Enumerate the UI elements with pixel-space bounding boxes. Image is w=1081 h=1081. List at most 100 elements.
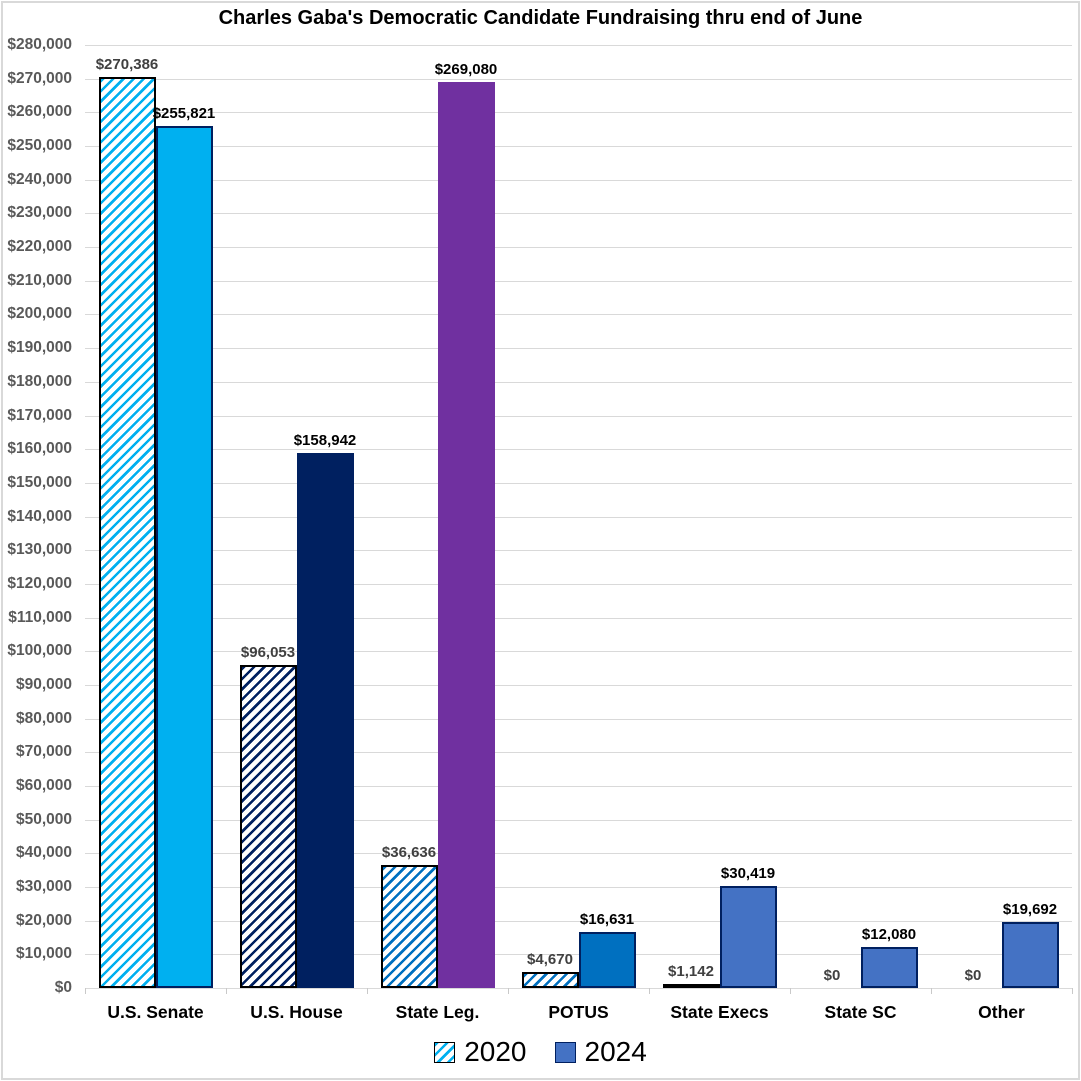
y-axis-tick-label: $230,000 — [7, 204, 72, 222]
bar-value-label: $0 — [823, 967, 841, 984]
x-axis-label-u-s-senate: U.S. Senate — [107, 1002, 204, 1022]
gridline — [85, 280, 1072, 282]
bar-value-label: $0 — [964, 967, 982, 984]
y-axis-tick-label: $20,000 — [15, 911, 72, 929]
gridline — [85, 583, 1072, 585]
bar-2024-u-s-house — [296, 452, 354, 988]
legend-item-2020: 2020 — [434, 1036, 527, 1068]
gridline — [85, 247, 1072, 249]
gridline — [85, 516, 1072, 518]
bar-2020-state-leg- — [380, 864, 438, 988]
bar-value-label: $16,631 — [579, 911, 635, 928]
x-axis-label-potus: POTUS — [548, 1002, 609, 1022]
y-axis-tick-label: $50,000 — [15, 810, 72, 828]
bar-value-label: $12,080 — [861, 926, 917, 944]
bar-value-label: $4,670 — [527, 951, 573, 969]
x-axis-tick — [85, 988, 86, 994]
gridline — [85, 550, 1072, 552]
bar-2024-state-execs — [719, 885, 777, 988]
gridline — [85, 314, 1072, 316]
x-axis-label-state-sc: State SC — [824, 1002, 897, 1022]
gridline — [85, 179, 1072, 181]
bar-value-label: $19,692 — [1002, 900, 1058, 918]
bar-2020-state-execs — [662, 984, 720, 989]
gridline — [85, 684, 1072, 686]
y-axis-tick-label: $280,000 — [7, 36, 72, 53]
legend-2020-swatch-icon — [434, 1041, 456, 1063]
bar-2024-potus — [578, 932, 636, 988]
y-axis-tick-label: $110,000 — [8, 608, 72, 626]
y-axis-tick-label: $160,000 — [7, 440, 72, 458]
x-axis-label-other: Other — [978, 1002, 1025, 1022]
gridline — [85, 988, 1072, 989]
bar-2024-other — [1001, 921, 1059, 988]
bar-2024-state-leg- — [437, 81, 495, 988]
legend-label-2020: 2020 — [464, 1036, 527, 1067]
gridline — [85, 651, 1072, 653]
y-axis-tick-label: $60,000 — [15, 776, 72, 794]
y-axis-tick-label: $180,000 — [7, 372, 72, 390]
bar-value-label: $270,386 — [95, 56, 159, 74]
x-axis-label-state-leg-: State Leg. — [395, 1002, 480, 1022]
gridline — [85, 819, 1072, 821]
y-axis-tick-label: $130,000 — [7, 541, 72, 559]
legend-label-2024: 2024 — [584, 1036, 647, 1067]
x-axis-tick — [508, 988, 509, 994]
bar-2020-u-s-house — [239, 664, 297, 988]
gridline — [85, 718, 1072, 720]
y-axis-tick-label: $270,000 — [7, 69, 72, 87]
y-axis-tick-label: $30,000 — [15, 878, 72, 895]
gridline — [85, 482, 1072, 484]
y-axis-tick-label: $70,000 — [15, 743, 72, 761]
y-axis-tick-label: $100,000 — [7, 642, 72, 660]
y-axis-tick-label: $210,000 — [7, 271, 72, 289]
gridline — [85, 853, 1072, 855]
bar-2020-u-s-senate — [98, 77, 156, 988]
y-axis-tick-label: $200,000 — [7, 305, 72, 323]
x-axis-tick — [931, 988, 932, 994]
x-axis-tick — [790, 988, 791, 994]
gridline — [85, 415, 1072, 417]
legend-2024-swatch-icon — [554, 1041, 576, 1063]
gridline — [85, 78, 1072, 80]
gridline — [85, 348, 1072, 350]
x-axis-tick — [1072, 988, 1073, 994]
legend-item-2024: 2024 — [554, 1036, 647, 1068]
bar-value-label: $30,419 — [720, 864, 776, 882]
y-axis-tick-label: $150,000 — [7, 473, 72, 491]
gridline — [85, 45, 1072, 46]
y-axis-tick-label: $10,000 — [15, 945, 72, 963]
y-axis-tick-label: $40,000 — [15, 844, 72, 862]
y-axis-tick-label: $190,000 — [7, 339, 72, 357]
gridline — [85, 213, 1072, 215]
x-axis-tick — [649, 988, 650, 994]
y-axis-tick-label: $170,000 — [7, 406, 72, 424]
gridline — [85, 887, 1072, 888]
bar-value-label: $269,080 — [434, 60, 498, 78]
gridline — [85, 112, 1072, 114]
chart-title: Charles Gaba's Democratic Candidate Fund… — [218, 7, 863, 29]
bar-value-label: $158,942 — [293, 431, 357, 449]
y-axis-tick-label: $80,000 — [15, 709, 72, 727]
y-axis-tick-label: $220,000 — [7, 238, 72, 256]
x-axis-label-state-execs: State Execs — [670, 1002, 769, 1022]
bar-2024-u-s-senate — [155, 126, 213, 988]
gridline — [85, 449, 1072, 451]
y-axis-tick-label: $90,000 — [15, 675, 72, 693]
x-axis-tick — [226, 988, 227, 994]
y-axis-tick-label: $120,000 — [7, 574, 72, 592]
bar-value-label: $36,636 — [381, 843, 437, 861]
bar-value-label: $255,821 — [152, 105, 216, 123]
y-axis-tick-label: $0 — [54, 979, 72, 996]
gridline — [85, 381, 1072, 383]
bar-2024-state-sc — [860, 947, 918, 988]
bar-value-label: $1,142 — [668, 963, 714, 981]
bar-2020-potus — [521, 972, 579, 988]
gridline — [85, 920, 1072, 922]
x-axis-tick — [367, 988, 368, 994]
gridline — [85, 785, 1072, 787]
legend: 2020 2024 — [0, 1036, 1081, 1068]
y-axis-tick-label: $240,000 — [7, 170, 72, 188]
gridline — [85, 752, 1072, 754]
